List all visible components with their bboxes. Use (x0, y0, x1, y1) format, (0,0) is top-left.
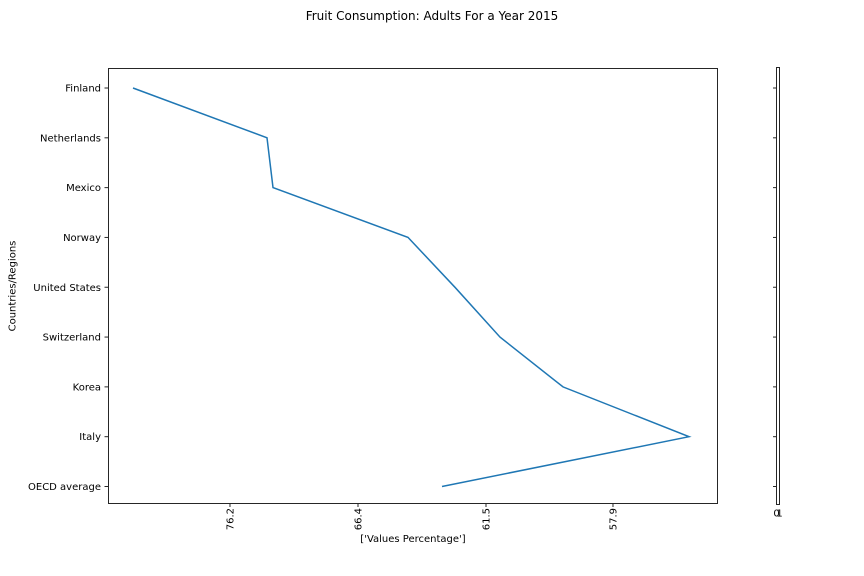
data-line (132, 87, 692, 488)
y-tick-label: Switzerland (43, 333, 101, 344)
y-tick-label: United States (33, 283, 101, 294)
y-tick-label: Finland (65, 84, 101, 95)
secondary-axis-tick-label: 1 (776, 509, 782, 520)
secondary-axis-frame (776, 67, 780, 505)
y-axis-label: Countries/Regions (7, 240, 19, 332)
x-tick-label: 61.5 (482, 508, 493, 530)
plot-frame (108, 68, 718, 504)
y-tick-label: Italy (79, 432, 101, 443)
y-tick-label: Netherlands (40, 133, 101, 144)
y-tick-label: Mexico (66, 183, 101, 194)
y-tick-label: Korea (73, 382, 101, 393)
x-axis-label: ['Values Percentage'] (360, 534, 466, 545)
x-tick-label: 57.9 (608, 508, 619, 530)
y-tick-label: OECD average (28, 482, 101, 493)
secondary-axis-tick-label: 0 (773, 509, 779, 520)
x-tick-label: 76.2 (225, 508, 236, 530)
chart-title: Fruit Consumption: Adults For a Year 201… (305, 9, 559, 23)
x-tick-label: 66.4 (353, 508, 364, 530)
y-tick-label: Norway (63, 233, 101, 244)
